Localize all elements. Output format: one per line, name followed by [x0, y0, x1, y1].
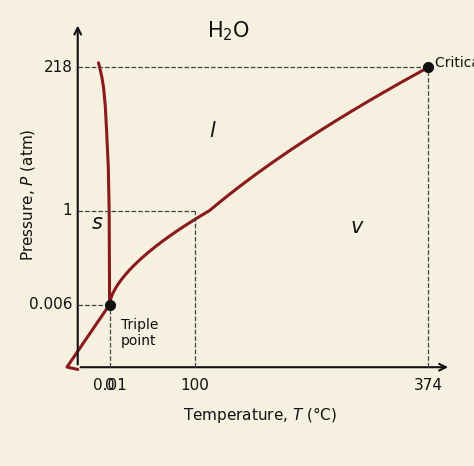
Text: l: l [209, 121, 215, 141]
Text: 374: 374 [414, 378, 443, 393]
Text: Critical point: Critical point [435, 56, 474, 70]
Text: Triple
point: Triple point [121, 318, 158, 348]
Text: 100: 100 [180, 378, 209, 393]
Text: 0.006: 0.006 [29, 297, 72, 312]
Text: 1: 1 [63, 203, 72, 218]
Text: Pressure, $P$ (atm): Pressure, $P$ (atm) [18, 129, 36, 261]
Text: s: s [91, 213, 102, 233]
Text: 0: 0 [105, 378, 114, 393]
Text: H$_2$O: H$_2$O [207, 20, 250, 43]
Text: 218: 218 [44, 60, 72, 75]
Text: v: v [350, 218, 363, 238]
Text: 0.01: 0.01 [93, 378, 127, 393]
Text: Temperature, $T$ (°C): Temperature, $T$ (°C) [182, 405, 337, 425]
